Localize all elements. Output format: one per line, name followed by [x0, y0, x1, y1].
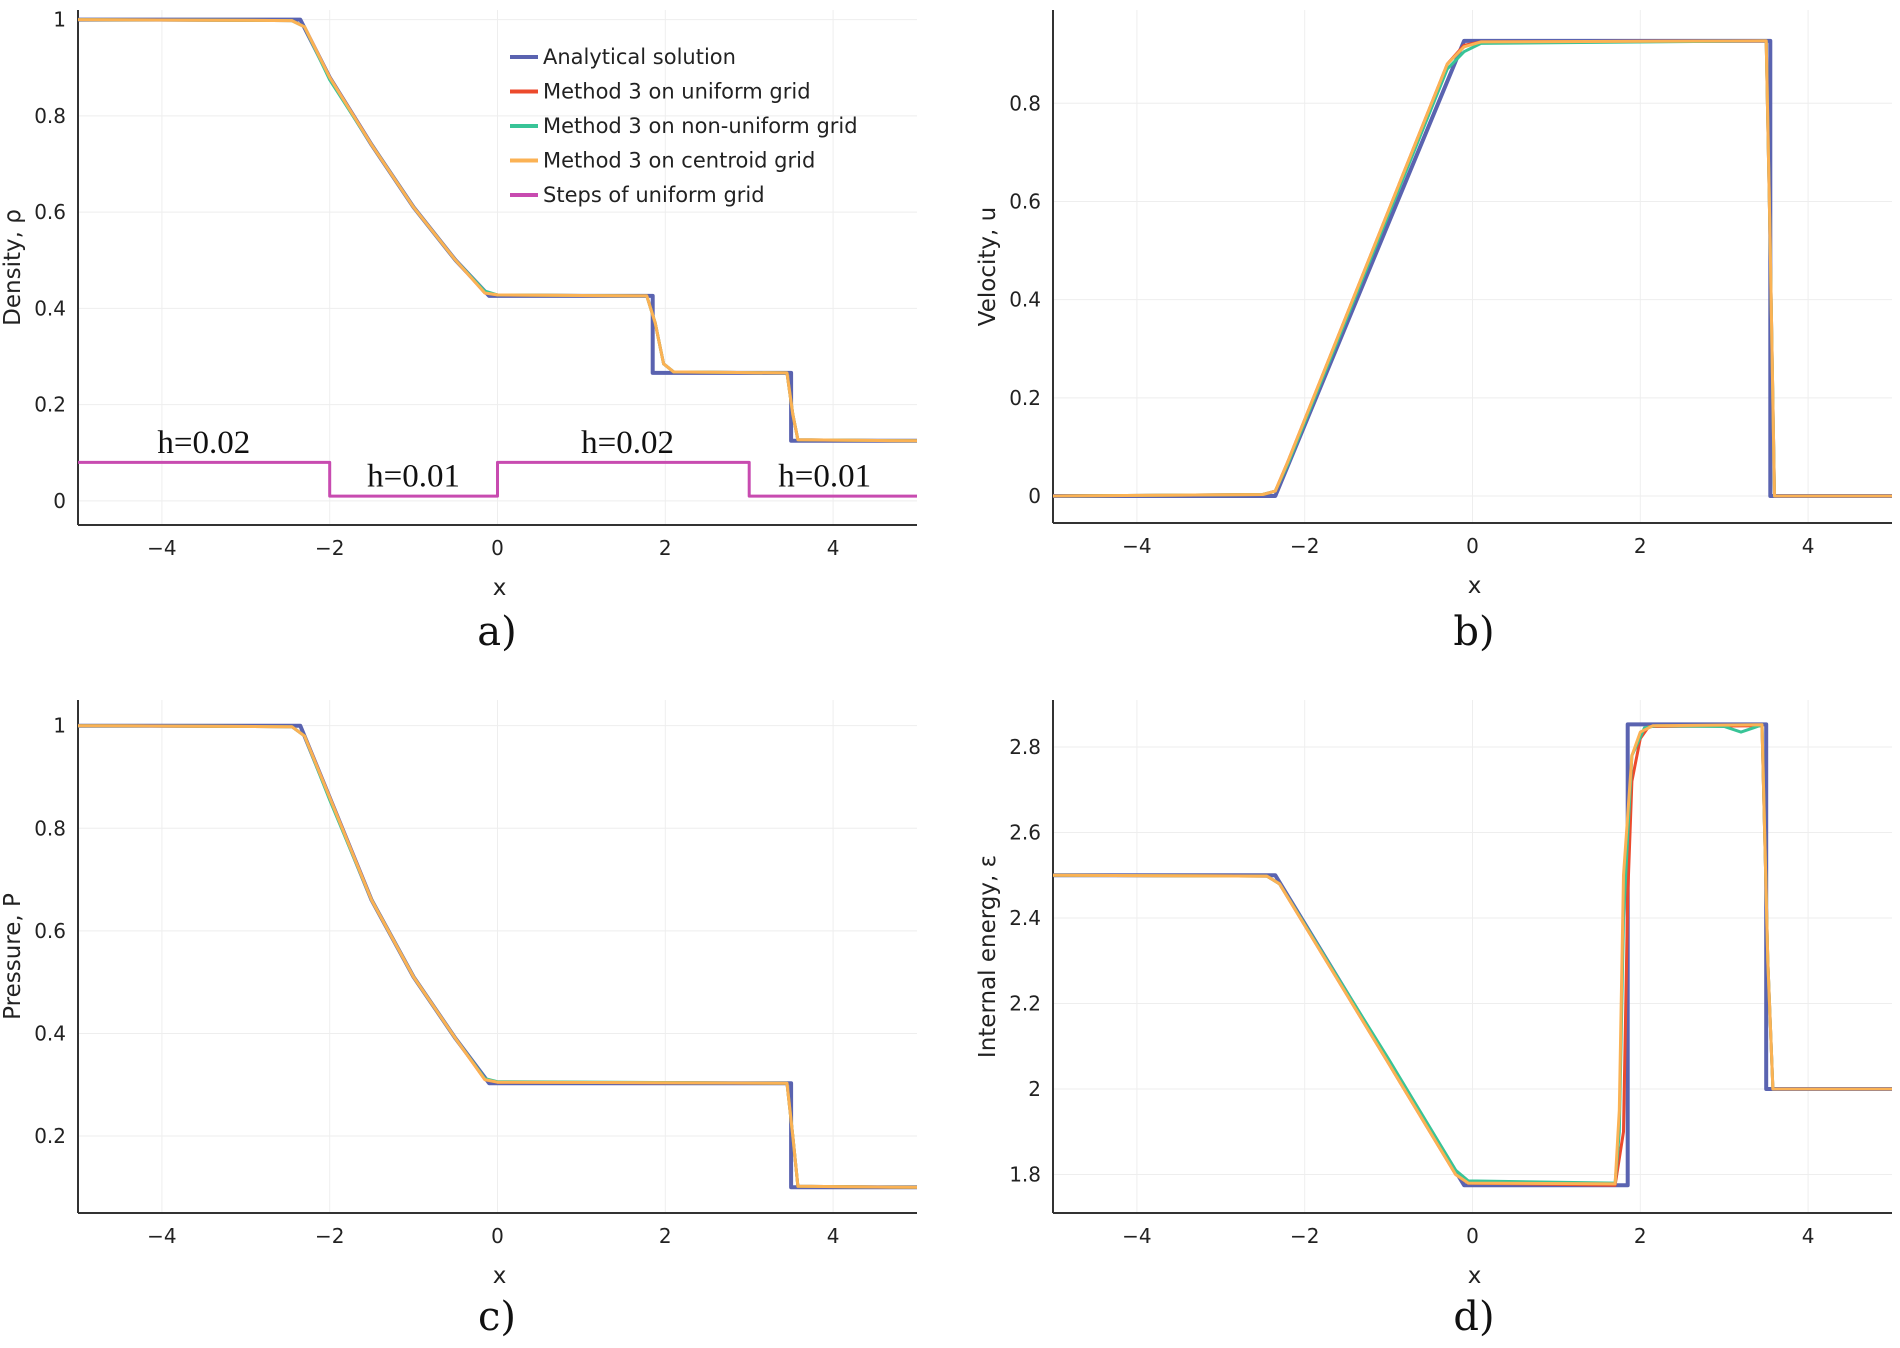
y-tick-label: 0.4 — [1009, 288, 1041, 312]
series-group — [78, 723, 917, 1190]
y-tick-label: 1 — [53, 8, 66, 32]
x-tick-label: 4 — [1802, 534, 1815, 558]
y-tick-label: 0.4 — [34, 296, 66, 320]
grid-step-annotation: h=0.02 — [581, 425, 674, 461]
y-tick-label: 0 — [53, 489, 66, 513]
panel-label: a) — [477, 609, 516, 655]
x-tick-label: 4 — [827, 1224, 840, 1248]
grid-step-annotation: h=0.02 — [157, 425, 250, 461]
chart-panel-d: −4 −2 0 2 4 1.8 2 2.2 2.4 2.6 2.8 x Internal energy,… — [975, 700, 1892, 1340]
x-tick-label: 2 — [1634, 534, 1647, 558]
y-tick-label: 1 — [53, 714, 66, 738]
panel-label: d) — [1453, 1294, 1494, 1340]
x-tick-label: −2 — [1290, 534, 1319, 558]
series-group — [1053, 722, 1892, 1188]
x-axis-label: x — [493, 575, 507, 601]
x-tick-label: 2 — [659, 1224, 672, 1248]
panel-label: b) — [1453, 609, 1494, 655]
x-tick-label: 4 — [827, 536, 840, 560]
x-tick-label: −4 — [1122, 534, 1151, 558]
legend: Analytical solution Method 3 on uniform g… — [510, 45, 858, 207]
y-axis-label: Internal energy, ε — [975, 855, 1001, 1058]
series-steps-of-uniform-grid — [78, 460, 917, 498]
y-tick-label: 0.2 — [34, 1124, 66, 1148]
x-tick-label: −4 — [147, 536, 176, 560]
x-tick-label: 0 — [491, 536, 504, 560]
panel-label: c) — [478, 1294, 516, 1340]
series-method-3-on-centroid-grid — [78, 724, 917, 1189]
x-tick-label: 4 — [1802, 1224, 1815, 1248]
x-tick-label: 0 — [491, 1224, 504, 1248]
x-axis-label: x — [1468, 573, 1482, 599]
x-tick-label: 2 — [659, 536, 672, 560]
chart-panel-c: −4 −2 0 2 4 0.2 0.4 0.6 0.8 1 x Pressure, P c) — [0, 700, 917, 1340]
y-tick-label: 0.8 — [34, 816, 66, 840]
series-method-3-on-centroid-grid — [1053, 723, 1892, 1186]
series-group — [78, 17, 917, 498]
x-axis-label: x — [493, 1263, 507, 1289]
y-tick-label: 0.6 — [1009, 189, 1041, 213]
y-axis-label: Pressure, P — [0, 893, 26, 1020]
x-tick-label: −2 — [315, 1224, 344, 1248]
x-tick-label: 0 — [1466, 1224, 1479, 1248]
x-tick-label: 2 — [1634, 1224, 1647, 1248]
series-method-3-on-centroid-grid — [1053, 39, 1892, 498]
y-tick-label: 0.8 — [34, 104, 66, 128]
y-tick-label: 2.6 — [1009, 821, 1041, 845]
legend-label: Analytical solution — [543, 45, 736, 69]
legend-label: Method 3 on centroid grid — [543, 149, 815, 173]
y-tick-label: 0.2 — [1009, 386, 1041, 410]
y-axis-label: Density, ρ — [0, 209, 26, 326]
y-tick-label: 0.2 — [34, 393, 66, 417]
chart-panel-b: −4 −2 0 2 4 0 0.2 0.4 0.6 0.8 x Velocity, u b) — [975, 10, 1892, 655]
y-tick-label: 2 — [1028, 1077, 1041, 1101]
x-tick-label: 0 — [1466, 534, 1479, 558]
grid-step-annotation: h=0.01 — [778, 458, 871, 494]
grid-step-annotation: h=0.01 — [367, 458, 460, 494]
x-axis-label: x — [1468, 1263, 1482, 1289]
y-tick-label: 0.8 — [1009, 91, 1041, 115]
x-tick-label: −4 — [1122, 1224, 1151, 1248]
series-method-3-on-centroid-grid — [78, 18, 917, 443]
x-tick-label: −2 — [1290, 1224, 1319, 1248]
y-tick-label: 0 — [1028, 484, 1041, 508]
y-tick-label: 0.6 — [34, 919, 66, 943]
chart-panel-a: −4 −2 0 2 4 0 0.2 0.4 0.6 0.8 1 x Density, ρ h=0.02 h=… — [0, 8, 917, 655]
legend-label: Method 3 on uniform grid — [543, 80, 811, 104]
y-tick-label: 2.2 — [1009, 992, 1041, 1016]
y-tick-label: 2.8 — [1009, 735, 1041, 759]
y-tick-label: 0.6 — [34, 200, 66, 224]
series-group — [1053, 38, 1892, 498]
y-tick-label: 2.4 — [1009, 906, 1041, 930]
legend-label: Steps of uniform grid — [543, 183, 765, 207]
y-axis-label: Velocity, u — [975, 207, 1001, 326]
x-tick-label: −4 — [147, 1224, 176, 1248]
y-tick-label: 0.4 — [34, 1021, 66, 1045]
y-tick-label: 1.8 — [1009, 1163, 1041, 1187]
legend-label: Method 3 on non-uniform grid — [543, 114, 858, 138]
x-tick-label: −2 — [315, 536, 344, 560]
